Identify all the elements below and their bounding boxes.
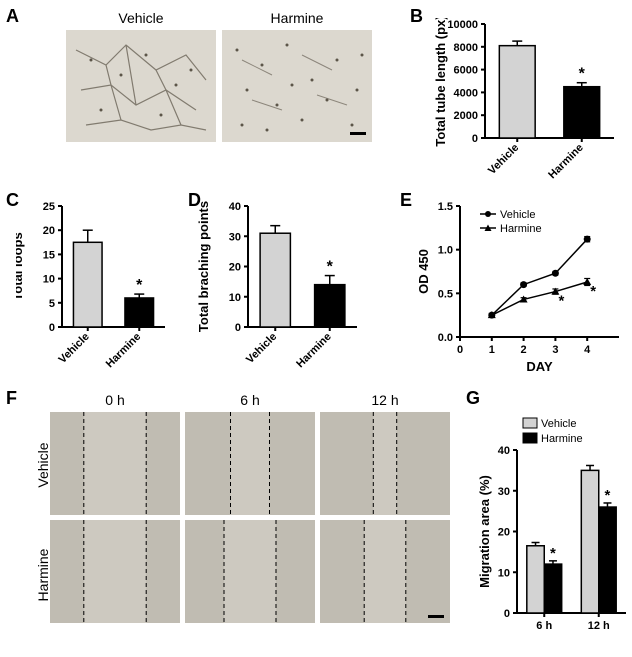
svg-text:30: 30: [229, 231, 241, 243]
svg-text:20: 20: [498, 527, 510, 539]
svg-text:1: 1: [489, 344, 495, 356]
panel-f-image: [50, 520, 180, 623]
svg-text:3: 3: [552, 344, 558, 356]
panel-a-title-vehicle: Vehicle: [66, 10, 216, 26]
svg-text:0: 0: [457, 344, 463, 356]
panel-f-col-12h: 12 h: [320, 392, 450, 408]
panel-f-row-harmine: Harmine: [35, 525, 51, 625]
svg-text:Migration area (%): Migration area (%): [477, 475, 492, 588]
svg-text:*: *: [605, 487, 611, 504]
svg-text:Harmine: Harmine: [541, 433, 583, 445]
svg-text:0.0: 0.0: [438, 332, 453, 344]
chart-c: 0 5 10 15 20 25 Total loops Vehicle * Harmine: [16, 200, 171, 375]
svg-text:0: 0: [49, 322, 55, 334]
svg-text:40: 40: [229, 201, 241, 213]
svg-text:Harmine: Harmine: [500, 223, 542, 235]
svg-text:1.5: 1.5: [438, 201, 453, 213]
panel-f-image: [185, 412, 315, 515]
panel-label-b: B: [410, 6, 423, 27]
svg-text:12 h: 12 h: [588, 620, 610, 632]
svg-text:0.5: 0.5: [438, 288, 453, 300]
panel-a-image-vehicle: [66, 30, 216, 142]
svg-text:DAY: DAY: [526, 359, 553, 374]
panel-f-col-6h: 6 h: [185, 392, 315, 408]
svg-text:8000: 8000: [454, 42, 478, 54]
svg-text:10: 10: [43, 274, 55, 286]
svg-text:2: 2: [521, 344, 527, 356]
svg-text:20: 20: [43, 225, 55, 237]
svg-text:Total tube length (px): Total tube length (px): [433, 18, 448, 147]
panel-label-a: A: [6, 6, 19, 27]
svg-text:Vehicle: Vehicle: [541, 418, 576, 430]
svg-text:Harmine: Harmine: [294, 331, 334, 371]
svg-text:10: 10: [229, 292, 241, 304]
svg-text:*: *: [558, 293, 564, 310]
svg-text:0: 0: [235, 322, 241, 334]
chart-g: 0 10 20 30 40 Migration area (%) Vehicle Harmin…: [475, 408, 630, 643]
svg-text:*: *: [327, 259, 334, 276]
svg-text:Vehicle: Vehicle: [486, 142, 521, 177]
panel-f-image: [320, 412, 450, 515]
chart-e: 0.0 0.5 1.0 1.5 0 1 2 3 4 OD 450 DAY Vehicle Harmine…: [410, 200, 625, 375]
svg-text:Vehicle: Vehicle: [244, 331, 279, 366]
svg-text:6 h: 6 h: [536, 620, 552, 632]
svg-text:4000: 4000: [454, 87, 478, 99]
svg-text:*: *: [579, 66, 586, 83]
panel-f-image: [50, 412, 180, 515]
panel-label-f: F: [6, 388, 17, 409]
panel-a-title-harmine: Harmine: [222, 10, 372, 26]
panel-f-image: [320, 520, 450, 623]
svg-text:Harmine: Harmine: [546, 142, 586, 182]
panel-f-row-vehicle: Vehicle: [35, 415, 51, 515]
svg-text:Total braching points: Total braching points: [198, 201, 211, 332]
svg-text:40: 40: [498, 445, 510, 457]
chart-b: 0 2000 4000 6000 8000 10000Total tube length …: [430, 18, 620, 183]
svg-text:0: 0: [472, 133, 478, 145]
svg-text:10: 10: [498, 567, 510, 579]
svg-text:10000: 10000: [447, 19, 478, 31]
svg-text:30: 30: [498, 486, 510, 498]
svg-text:Vehicle: Vehicle: [57, 331, 92, 366]
svg-text:*: *: [590, 283, 596, 300]
svg-text:15: 15: [43, 249, 55, 261]
svg-text:25: 25: [43, 201, 55, 213]
panel-f-col-0h: 0 h: [50, 392, 180, 408]
chart-d: 0 10 20 30 40 Total braching points Vehicle * Ha…: [198, 200, 363, 375]
svg-text:4: 4: [584, 344, 591, 356]
panel-label-g: G: [466, 388, 480, 409]
svg-text:20: 20: [229, 262, 241, 274]
svg-text:*: *: [136, 277, 143, 294]
svg-text:OD 450: OD 450: [416, 249, 431, 294]
svg-text:0: 0: [504, 608, 510, 620]
svg-text:2000: 2000: [454, 110, 478, 122]
svg-text:*: *: [550, 545, 556, 562]
svg-text:5: 5: [49, 298, 55, 310]
svg-text:1.0: 1.0: [438, 245, 453, 257]
svg-text:Vehicle: Vehicle: [500, 209, 535, 221]
svg-text:Total loops: Total loops: [16, 232, 25, 300]
svg-text:Harmine: Harmine: [104, 331, 144, 371]
svg-text:6000: 6000: [454, 65, 478, 77]
panel-a-image-harmine: [222, 30, 372, 142]
panel-f-image: [185, 520, 315, 623]
